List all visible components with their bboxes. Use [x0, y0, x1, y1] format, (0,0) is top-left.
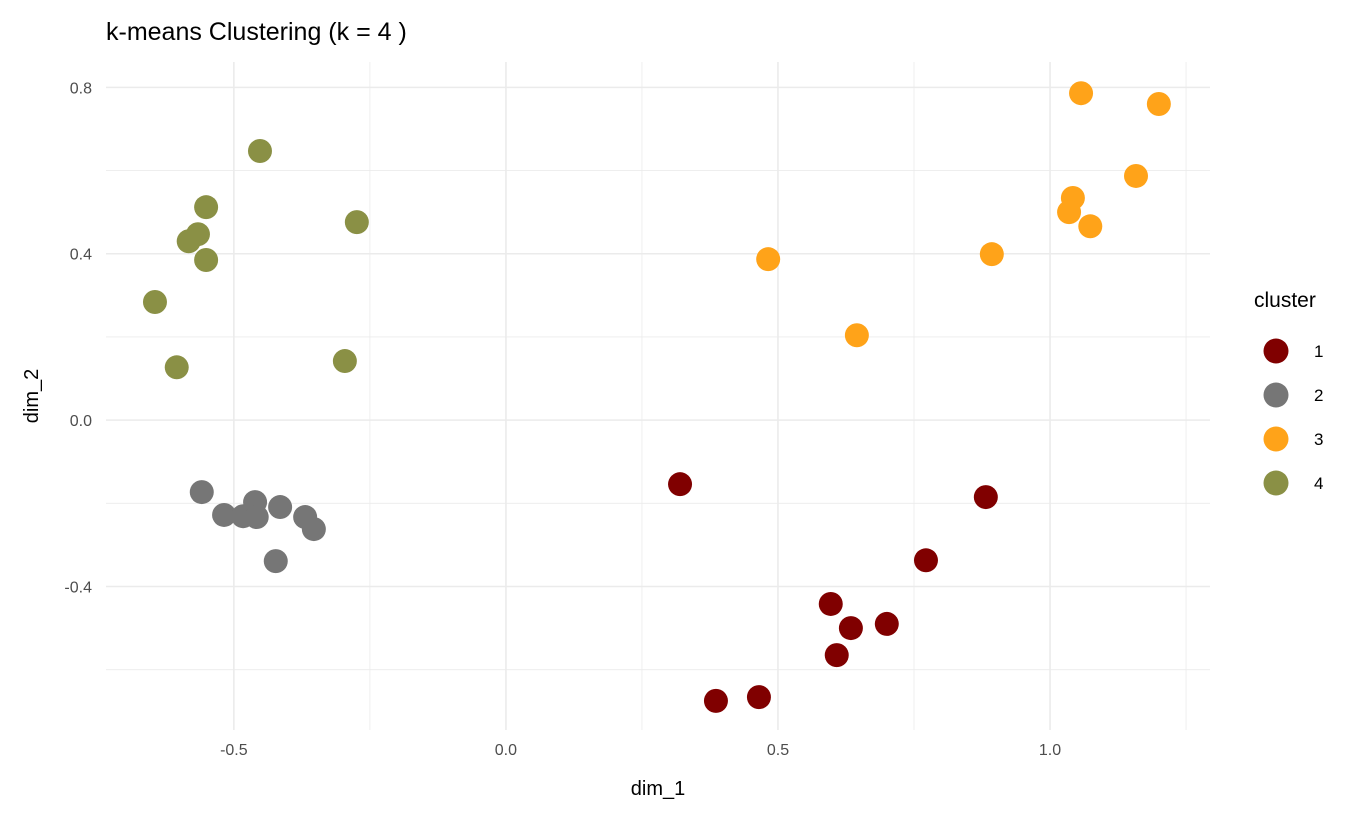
data-point-cluster-3 — [1146, 92, 1171, 117]
data-point-cluster-2 — [244, 505, 269, 530]
data-point-cluster-2 — [301, 517, 326, 542]
data-point-cluster-4 — [164, 355, 189, 380]
data-point-cluster-1 — [746, 685, 771, 710]
data-point-cluster-1 — [973, 485, 998, 510]
data-point-cluster-4 — [344, 210, 369, 235]
legend-key-3 — [1263, 426, 1289, 452]
x-tick-label: 1.0 — [1039, 742, 1061, 759]
data-point-cluster-1 — [874, 611, 899, 636]
data-point-cluster-2 — [268, 495, 293, 520]
y-tick-label: 0.0 — [70, 413, 92, 430]
data-point-cluster-2 — [212, 502, 237, 527]
grid — [106, 62, 1210, 730]
data-point-cluster-3 — [844, 323, 869, 348]
data-point-cluster-4 — [142, 289, 167, 314]
axis-ticks: -0.5 0.0 0.5 1.0 -0.4 0.0 0.4 0.8 — [64, 80, 1061, 759]
data-point-cluster-1 — [818, 591, 843, 616]
legend-label-4: 4 — [1314, 474, 1323, 493]
data-point-cluster-1 — [824, 643, 849, 668]
legend-key-1 — [1263, 338, 1289, 364]
data-point-cluster-1 — [913, 548, 938, 573]
legend-key-4 — [1263, 470, 1289, 496]
x-tick-label: 0.5 — [767, 742, 789, 759]
y-tick-label: -0.4 — [64, 580, 92, 597]
x-axis-label: dim_1 — [631, 778, 685, 800]
data-point-cluster-1 — [703, 688, 728, 713]
legend-title: cluster — [1254, 289, 1316, 312]
data-point-cluster-4 — [194, 247, 219, 272]
legend-label-1: 1 — [1314, 342, 1323, 361]
y-axis-label: dim_2 — [21, 369, 43, 423]
data-point-cluster-3 — [979, 242, 1004, 267]
data-point-cluster-4 — [194, 195, 219, 220]
legend-label-2: 2 — [1314, 386, 1323, 405]
legend-label-3: 3 — [1314, 430, 1323, 449]
x-tick-label: -0.5 — [220, 742, 248, 759]
legend: cluster 1 2 3 4 — [1254, 289, 1323, 496]
x-tick-label: 0.0 — [495, 742, 517, 759]
data-point-cluster-3 — [756, 247, 781, 272]
chart-title: k-means Clustering (k = 4 ) — [106, 18, 407, 46]
data-points — [142, 81, 1171, 713]
data-point-cluster-2 — [189, 480, 214, 505]
data-point-cluster-3 — [1057, 200, 1082, 225]
data-point-cluster-3 — [1069, 81, 1094, 106]
data-point-cluster-4 — [176, 229, 201, 254]
y-tick-label: 0.8 — [70, 80, 92, 97]
y-tick-label: 0.4 — [70, 247, 92, 264]
data-point-cluster-1 — [838, 616, 863, 641]
data-point-cluster-4 — [332, 349, 357, 374]
data-point-cluster-1 — [668, 472, 693, 497]
data-point-cluster-2 — [263, 549, 288, 574]
data-point-cluster-3 — [1124, 163, 1149, 188]
data-point-cluster-3 — [1078, 214, 1103, 239]
legend-key-2 — [1263, 382, 1289, 408]
data-point-cluster-4 — [247, 139, 272, 164]
